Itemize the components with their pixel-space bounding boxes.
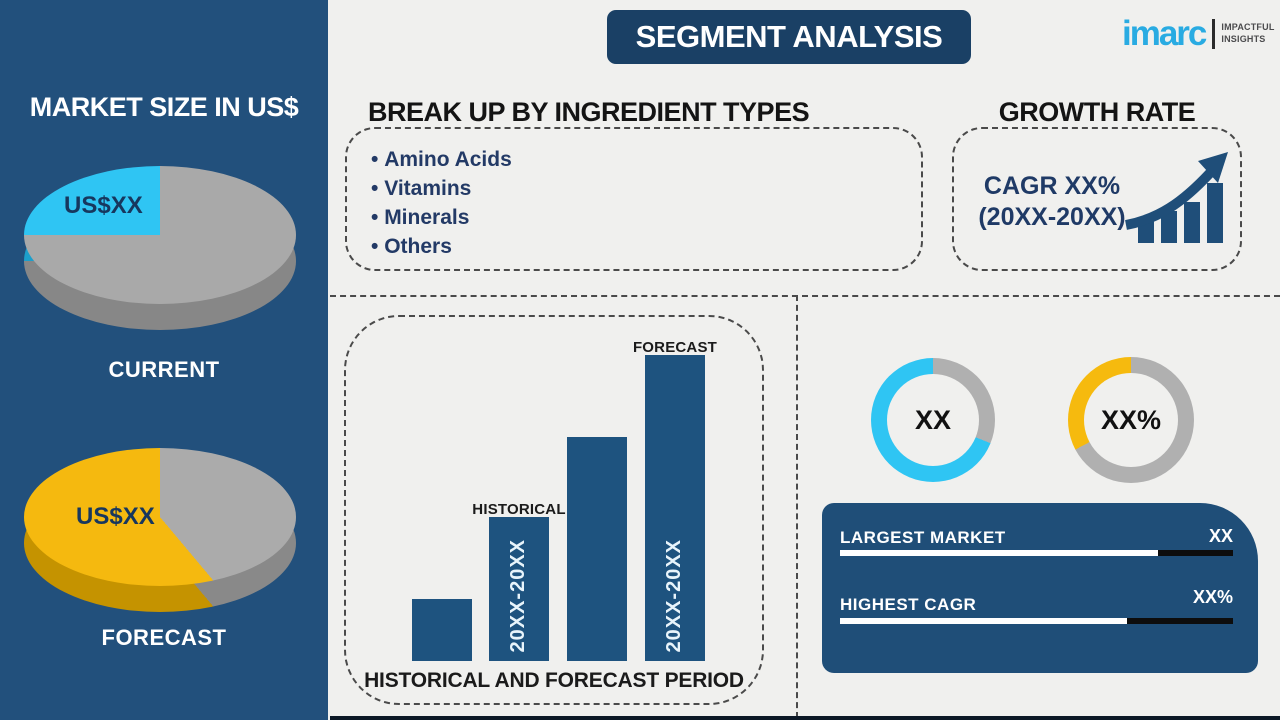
donut-value-label: XX [914, 404, 952, 435]
current-pie-caption: CURRENT [108, 357, 220, 382]
horizontal-divider [330, 295, 1280, 297]
logo-tagline: IMPACTFUL INSIGHTS [1221, 22, 1275, 44]
largest-market-progress-fill [840, 550, 1159, 556]
donut-percent-label: XX% [1100, 404, 1162, 435]
highest-cagr-progress-fill [840, 618, 1127, 624]
list-item: Vitamins [371, 174, 921, 203]
list-item: Minerals [371, 203, 921, 232]
bar-period-2-label: 20XX-20XX [506, 539, 529, 653]
bottom-strip [330, 716, 1280, 720]
current-pie-chart: US$XX [24, 166, 296, 332]
growth-rate-heading: GROWTH RATE [998, 97, 1196, 127]
cagr-text: CAGR XX% (20XX-20XX) [968, 171, 1136, 233]
bar-period-4-label: 20XX-20XX [662, 539, 685, 653]
trend-bar-chart: 20XX-20XX 20XX-20XX HISTORICAL FORECAST … [344, 315, 764, 705]
highest-cagr-label: HIGHEST CAGR [840, 595, 977, 614]
forecast-annotation: FORECAST [632, 339, 718, 356]
bar-period-3 [567, 437, 627, 661]
forecast-pie-top [24, 448, 296, 586]
segment-analysis-banner: SEGMENT ANALYSIS [607, 10, 971, 64]
imarc-logo: imarc IMPACTFUL INSIGHTS [1122, 16, 1275, 51]
ingredient-types-box: Amino Acids Vitamins Minerals Others [345, 127, 923, 271]
vertical-divider [796, 295, 798, 718]
bar-period-4: 20XX-20XX [645, 355, 705, 661]
highest-cagr-progress-bar [840, 618, 1233, 624]
largest-market-value: XX [1208, 526, 1233, 546]
current-pie-value-label: US$XX [64, 192, 143, 219]
largest-market-label: LARGEST MARKET [840, 528, 1006, 547]
forecast-pie-caption: FORECAST [101, 625, 227, 650]
list-item: Others [371, 232, 921, 261]
bar-period-1 [412, 599, 472, 661]
cagr-period: (20XX-20XX) [978, 203, 1126, 231]
donut-chart-value: XX [871, 358, 995, 482]
bar-period-2: 20XX-20XX [489, 517, 549, 661]
breakup-heading: BREAK UP BY INGREDIENT TYPES [368, 97, 810, 127]
current-pie-top [24, 166, 296, 304]
trend-chart-caption: HISTORICAL AND FORECAST PERIOD [364, 669, 744, 692]
forecast-pie-value-label: US$XX [76, 503, 155, 530]
market-size-sidebar: MARKET SIZE IN US$ US$XX CURRENT US$XX F… [0, 0, 328, 720]
growth-rate-box: CAGR XX% (20XX-20XX) [952, 127, 1242, 271]
market-stats-panel: LARGEST MARKET XX HIGHEST CAGR XX% [822, 503, 1258, 673]
sidebar-title: MARKET SIZE IN US$ [29, 92, 299, 122]
logo-divider [1212, 18, 1216, 49]
growth-chart-icon [1125, 152, 1228, 243]
historical-annotation: HISTORICAL [472, 501, 566, 518]
banner-title: SEGMENT ANALYSIS [635, 19, 943, 54]
donut-chart-percent: XX% [1068, 357, 1194, 483]
largest-market-progress-bar [840, 550, 1233, 556]
forecast-pie-chart: US$XX [24, 448, 296, 614]
highest-cagr-value: XX% [1192, 587, 1233, 607]
list-item: Amino Acids [371, 145, 921, 174]
imarc-logo-wordmark: imarc [1122, 14, 1207, 53]
cagr-value: CAGR XX% [983, 172, 1121, 200]
